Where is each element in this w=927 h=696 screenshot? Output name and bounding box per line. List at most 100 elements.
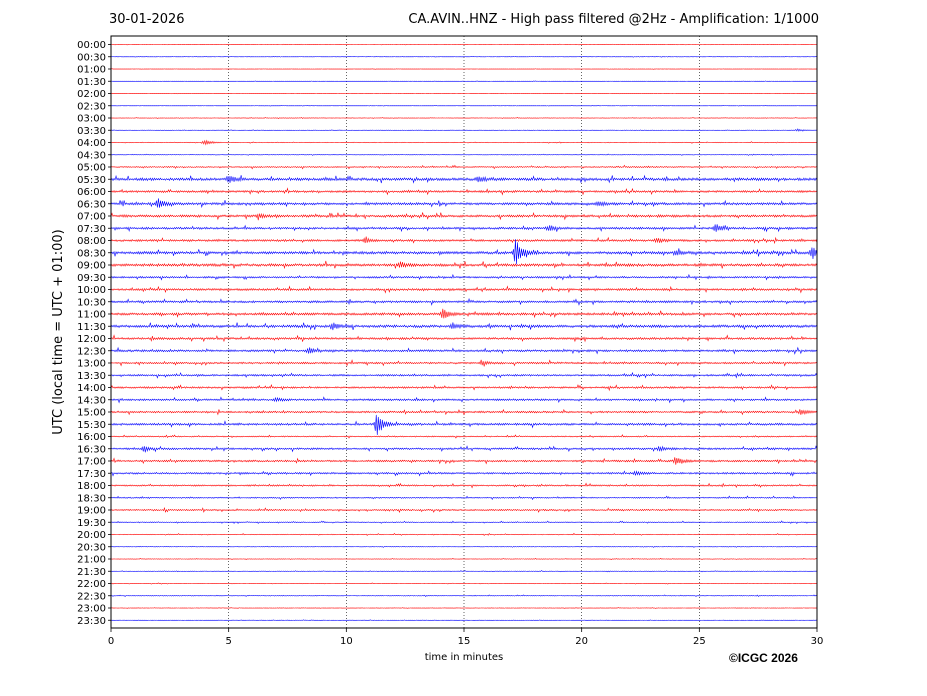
trace-1300 bbox=[110, 359, 818, 367]
trace-2230 bbox=[110, 594, 818, 597]
x-axis-label: time in minutes bbox=[425, 652, 504, 663]
y-tick-label: 03:00 bbox=[77, 114, 106, 125]
trace-1400 bbox=[110, 384, 818, 392]
trace-rows bbox=[110, 43, 818, 621]
y-tick-label: 10:00 bbox=[77, 285, 106, 296]
x-tick-label: 30 bbox=[811, 636, 824, 647]
trace-0100 bbox=[110, 68, 818, 70]
trace-0400 bbox=[110, 139, 818, 146]
y-tick-label: 07:30 bbox=[77, 224, 106, 235]
trace-1900 bbox=[110, 507, 818, 514]
y-tick-label: 05:30 bbox=[77, 175, 106, 186]
trace-0300 bbox=[110, 117, 818, 119]
y-tick-label: 22:00 bbox=[77, 579, 106, 590]
y-tick-label: 06:00 bbox=[77, 187, 106, 198]
y-tick-label: 23:00 bbox=[77, 604, 106, 615]
y-tick-label: 04:30 bbox=[77, 150, 106, 161]
y-tick-label: 16:30 bbox=[77, 444, 106, 455]
trace-1600 bbox=[110, 434, 818, 439]
y-tick-label: 17:00 bbox=[77, 457, 106, 468]
trace-0330 bbox=[110, 128, 818, 132]
trace-0830 bbox=[110, 239, 818, 265]
trace-0730 bbox=[110, 224, 818, 233]
trace-1100 bbox=[110, 308, 818, 319]
trace-0030 bbox=[110, 55, 818, 58]
y-tick-label: 14:30 bbox=[77, 395, 106, 406]
y-tick-label: 08:00 bbox=[77, 236, 106, 247]
y-tick-label: 22:30 bbox=[77, 591, 106, 602]
y-tick-label: 21:00 bbox=[77, 555, 106, 566]
y-tick-label: 19:30 bbox=[77, 518, 106, 529]
trace-0200 bbox=[110, 92, 818, 95]
y-tick-label: 09:30 bbox=[77, 273, 106, 284]
y-tick-label: 08:30 bbox=[77, 248, 106, 259]
trace-0600 bbox=[110, 187, 818, 196]
trace-1730 bbox=[110, 470, 818, 477]
y-tick-label: 20:30 bbox=[77, 542, 106, 553]
plot-frame bbox=[110, 35, 818, 629]
y-tick-label: 13:00 bbox=[77, 359, 106, 370]
x-tick-label: 10 bbox=[340, 636, 353, 647]
trace-1500 bbox=[110, 408, 818, 416]
trace-0900 bbox=[110, 260, 818, 270]
trace-0430 bbox=[110, 153, 818, 156]
x-tick-label: 25 bbox=[693, 636, 706, 647]
x-tick-label: 20 bbox=[575, 636, 588, 647]
trace-1930 bbox=[110, 520, 818, 525]
trace-2000 bbox=[110, 532, 818, 536]
y-tick-label: 03:30 bbox=[77, 126, 106, 137]
trace-1700 bbox=[110, 457, 818, 465]
trace-0500 bbox=[110, 164, 818, 170]
trace-1800 bbox=[110, 482, 818, 489]
trace-1200 bbox=[110, 334, 818, 343]
copyright-notice: ©ICGC 2026 bbox=[729, 651, 798, 665]
chart-title: CA.AVIN..HNZ - High pass filtered @2Hz -… bbox=[408, 12, 819, 27]
y-tick-label: 15:00 bbox=[77, 408, 106, 419]
y-tick-label: 21:30 bbox=[77, 567, 106, 578]
y-tick-label: 00:00 bbox=[77, 40, 106, 51]
trace-2130 bbox=[110, 570, 818, 573]
trace-0230 bbox=[110, 105, 818, 107]
y-tick-label: 15:30 bbox=[77, 420, 106, 431]
trace-0700 bbox=[110, 211, 818, 221]
y-tick-label: 01:30 bbox=[77, 77, 106, 88]
trace-1230 bbox=[110, 346, 818, 355]
y-tick-label: 11:30 bbox=[77, 322, 106, 333]
trace-2330 bbox=[110, 619, 818, 621]
grid-lines bbox=[228, 36, 700, 628]
trace-2100 bbox=[110, 558, 818, 560]
y-tick-label: 13:30 bbox=[77, 371, 106, 382]
y-tick-label: 06:30 bbox=[77, 199, 106, 210]
trace-1000 bbox=[110, 285, 818, 294]
trace-1430 bbox=[110, 396, 818, 404]
y-tick-label: 20:00 bbox=[77, 530, 106, 541]
y-tick-label: 04:00 bbox=[77, 138, 106, 149]
y-tick-label: 18:30 bbox=[77, 493, 106, 504]
y-tick-label: 10:30 bbox=[77, 297, 106, 308]
y-tick-label: 16:00 bbox=[77, 432, 106, 443]
trace-1130 bbox=[110, 322, 818, 331]
trace-0000 bbox=[110, 43, 818, 46]
trace-2030 bbox=[110, 545, 818, 548]
trace-0800 bbox=[110, 236, 818, 245]
trace-1330 bbox=[110, 371, 818, 379]
y-tick-label: 02:00 bbox=[77, 89, 106, 100]
y-tick-label: 17:30 bbox=[77, 469, 106, 480]
y-tick-label: 12:00 bbox=[77, 334, 106, 345]
y-tick-label: 05:00 bbox=[77, 163, 106, 174]
chart-date: 30-01-2026 bbox=[109, 12, 185, 27]
y-tick-label: 07:00 bbox=[77, 212, 106, 223]
trace-1630 bbox=[110, 445, 818, 453]
y-tick-label: 12:30 bbox=[77, 346, 106, 357]
y-tick-label: 23:30 bbox=[77, 616, 106, 627]
y-tick-label: 01:00 bbox=[77, 65, 106, 76]
y-axis-label: UTC (local time = UTC + 01:00) bbox=[51, 229, 66, 434]
trace-1030 bbox=[110, 297, 818, 306]
trace-0930 bbox=[110, 273, 818, 281]
x-tick-label: 15 bbox=[458, 636, 471, 647]
y-tick-label: 19:00 bbox=[77, 506, 106, 517]
trace-0130 bbox=[110, 80, 818, 82]
trace-0530 bbox=[110, 174, 818, 184]
